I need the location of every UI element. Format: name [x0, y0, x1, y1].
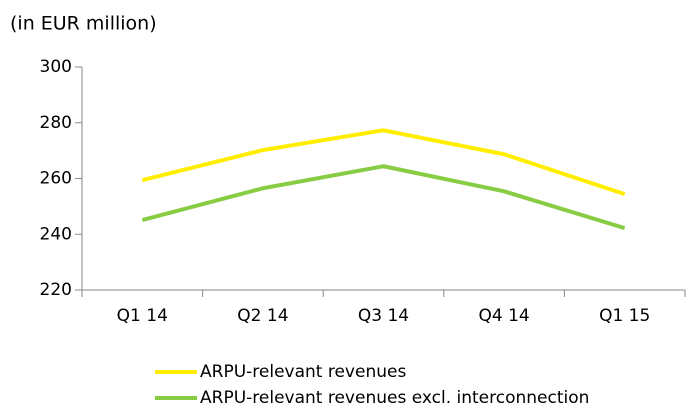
- y-tick-label: 300: [40, 57, 72, 77]
- y-tick-label: 220: [40, 280, 72, 300]
- chart-title: (in EUR million): [10, 13, 157, 35]
- x-tick-label: Q1 14: [117, 306, 168, 326]
- x-tick-label: Q2 14: [237, 306, 288, 326]
- y-tick-label: 280: [40, 113, 72, 133]
- x-tick-label: Q3 14: [358, 306, 409, 326]
- legend-label: ARPU-relevant revenues: [200, 362, 406, 382]
- x-tick-label: Q4 14: [478, 306, 529, 326]
- legend-label: ARPU-relevant revenues excl. interconnec…: [200, 388, 589, 408]
- series-line: [141, 128, 626, 197]
- x-tick-label: Q1 15: [599, 306, 650, 326]
- y-tick-label: 260: [40, 169, 72, 189]
- y-tick-label: 240: [40, 224, 72, 244]
- series-line: [141, 164, 626, 231]
